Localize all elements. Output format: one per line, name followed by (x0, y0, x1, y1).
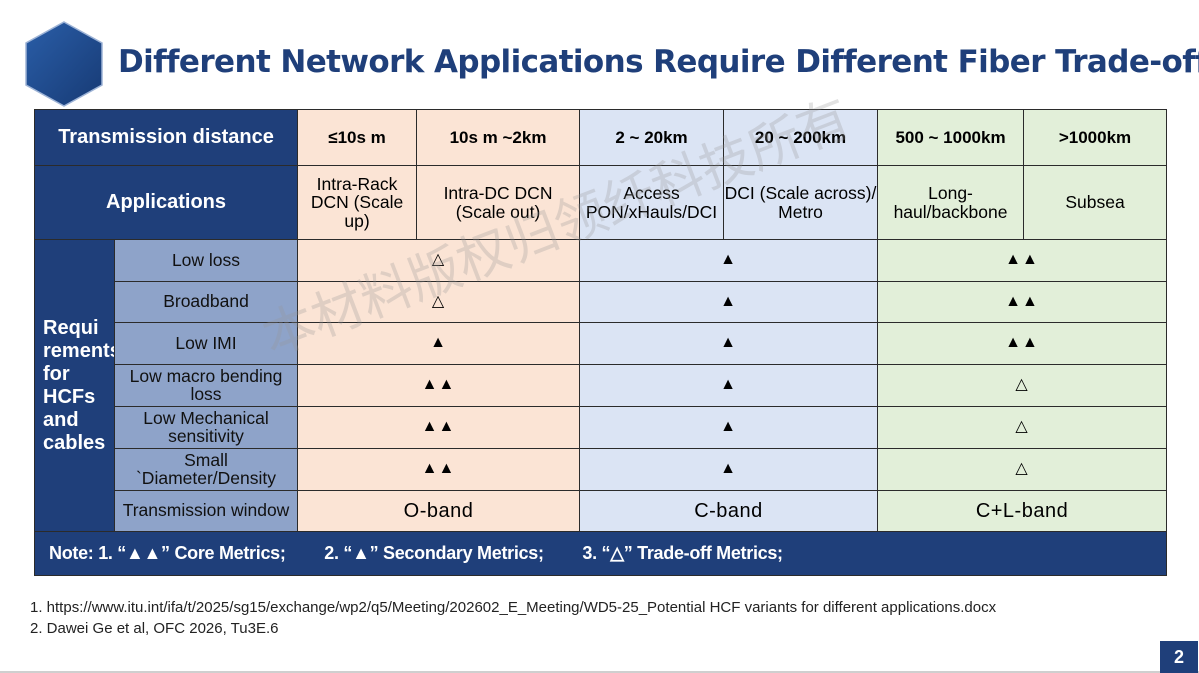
metric-cell: △ (297, 281, 581, 323)
requirement-label: Low loss (113, 239, 299, 282)
distance-cell: 2 ~ 20km (579, 109, 725, 166)
metric-cell: △ (877, 406, 1168, 449)
metric-cell: ▲ (579, 364, 879, 407)
metric-cell: ▲ (579, 322, 879, 365)
application-cell: Intra-DC DCN (Scale out) (416, 165, 581, 240)
application-cell: Subsea (1023, 165, 1168, 240)
requirement-label: Broadband (113, 281, 299, 323)
distance-cell: >1000km (1023, 109, 1168, 166)
metric-cell: ▲▲ (877, 322, 1168, 365)
application-cell: Intra-Rack DCN (Scale up) (297, 165, 418, 240)
distance-cell: 20 ~ 200km (723, 109, 879, 166)
metric-cell: ▲▲ (297, 406, 581, 449)
metric-cell: ▲▲ (877, 239, 1168, 282)
distance-cell: 500 ~ 1000km (877, 109, 1025, 166)
metrics-note: Note: 1. “▲▲” Core Metrics; 2. “▲” Secon… (33, 531, 1168, 576)
requirement-label: Low IMI (113, 322, 299, 365)
metric-cell: △ (877, 364, 1168, 407)
metric-cell: ▲▲ (877, 281, 1168, 323)
band-cell: C+L-band (877, 490, 1168, 532)
metric-cell: ▲ (579, 406, 879, 449)
band-cell: O-band (297, 490, 581, 532)
metric-cell: ▲ (297, 322, 581, 365)
note-tradeoff: 3. “△” Trade-off Metrics; (582, 543, 783, 564)
page-title: Different Network Applications Require D… (118, 44, 1199, 80)
requirement-label: Small `Diameter/Density (113, 448, 299, 491)
distance-cell: 10s m ~2km (416, 109, 581, 166)
transmission-window-label: Transmission window (113, 490, 299, 532)
metric-cell: ▲ (579, 239, 879, 282)
hexagon-logo-icon (25, 21, 103, 107)
metric-cell: △ (877, 448, 1168, 491)
metric-cell: ▲ (579, 281, 879, 323)
requirements-header: Requi rements for HCFs and cables (34, 239, 115, 532)
metric-cell: ▲▲ (297, 364, 581, 407)
references: 1. https://www.itu.int/ifa/t/2025/sg15/e… (30, 597, 996, 639)
band-cell: C-band (579, 490, 879, 532)
metric-cell: ▲ (579, 448, 879, 491)
metric-cell: △ (297, 239, 581, 282)
page-number: 2 (1160, 641, 1198, 673)
fiber-tradeoff-table: Transmission distance ≤10s m 10s m ~2km … (33, 109, 1168, 576)
footer-divider (0, 671, 1199, 673)
application-cell: Long-haul/backbone (877, 165, 1025, 240)
reference-item: 1. https://www.itu.int/ifa/t/2025/sg15/e… (30, 599, 997, 616)
distance-cell: ≤10s m (297, 109, 418, 166)
note-core: Note: 1. “▲▲” Core Metrics; (49, 543, 286, 564)
requirement-label: Low Mechanical sensitivity (113, 406, 299, 449)
metric-cell: ▲▲ (297, 448, 581, 491)
requirement-label: Low macro bending loss (113, 364, 299, 407)
application-cell: Access PON/xHauls/DCI (579, 165, 725, 240)
reference-item: 2. Dawei Ge et al, OFC 2026, Tu3E.6 (30, 620, 279, 637)
note-secondary: 2. “▲” Secondary Metrics; (324, 543, 544, 564)
distance-header: Transmission distance (33, 109, 299, 166)
applications-header: Applications (33, 165, 299, 240)
application-cell: DCI (Scale across)/ Metro (723, 165, 879, 240)
